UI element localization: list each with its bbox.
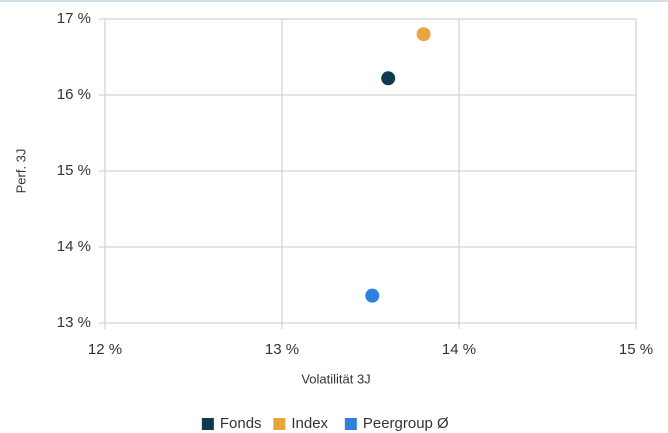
legend-label: Peergroup Ø <box>363 415 449 432</box>
x-tick-label: 15 % <box>619 341 653 358</box>
y-tick-label: 13 % <box>57 314 91 331</box>
y-axis-label: Perf. 3J <box>13 149 28 194</box>
x-axis-label: Volatilität 3J <box>301 371 370 386</box>
point <box>381 71 396 86</box>
legend-marker <box>201 418 214 430</box>
y-tick-label: 17 % <box>57 10 91 27</box>
point <box>416 27 431 42</box>
legend-label: Fonds <box>220 415 262 432</box>
legend-marker <box>344 418 357 430</box>
legend-label: Index <box>291 415 328 432</box>
point <box>365 288 380 303</box>
x-tick-label: 12 % <box>88 341 122 358</box>
x-tick-label: 13 % <box>265 341 299 358</box>
x-tick-label: 14 % <box>442 341 476 358</box>
legend-marker <box>273 418 286 430</box>
y-tick-label: 16 % <box>57 86 91 103</box>
y-tick-label: 15 % <box>57 162 91 179</box>
y-tick-label: 14 % <box>57 238 91 255</box>
